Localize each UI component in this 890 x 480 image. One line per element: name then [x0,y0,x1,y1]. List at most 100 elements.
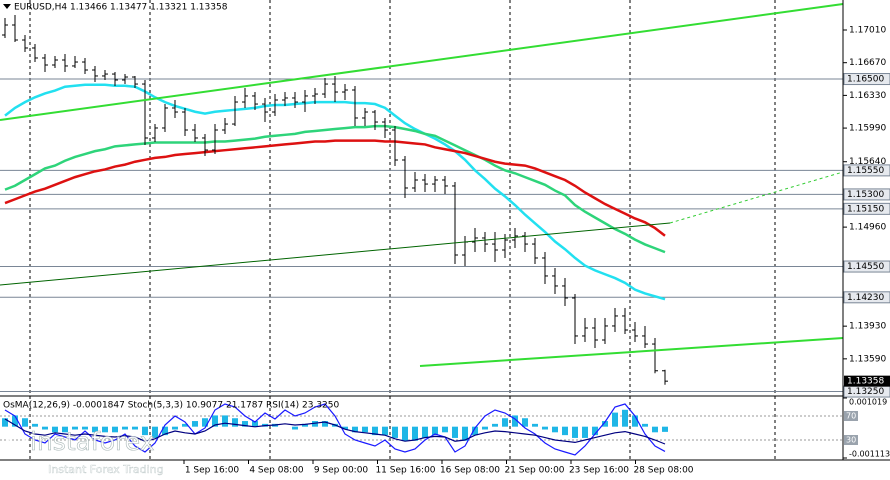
y-tick-label: 1.15640 [849,157,886,167]
level-label: 1.14550 [847,262,884,272]
osma-bar [412,426,418,441]
osma-bar [242,421,248,427]
y2-tick-label: 70 [846,412,856,421]
osma-bar [402,426,408,441]
osma-bar [102,426,108,433]
trend-line [669,171,844,224]
y-tick-label: 1.16670 [849,58,886,68]
osma-bar [152,426,158,438]
y-tick-label: 1.17010 [849,26,886,36]
osma-bar [322,421,328,427]
level-label-box [843,291,890,304]
osma-bar [422,426,428,438]
osma-bar [482,426,488,430]
x-tick-label: 28 Sep 08:00 [633,466,693,476]
level-label-box [843,202,890,215]
level-label: 1.16500 [847,75,884,85]
y-tick-label: 1.15990 [849,124,886,134]
osma-bar [142,426,148,436]
level-label-box [844,411,858,421]
trend-line [0,3,844,121]
watermark-brand: instaforex [30,427,155,456]
osma-bar [442,426,448,433]
trend-line [0,222,671,286]
level-label-box [843,73,890,86]
osma-bar [52,426,58,433]
x-tick-label: 21 Sep 00:00 [504,466,564,476]
osma-bar [162,426,168,436]
osma-bar [232,418,238,427]
osma-bar [492,423,498,427]
osma-bar [192,421,198,427]
level-label-box [843,164,890,177]
osma-bar [222,415,228,427]
oscillator-line [4,403,666,456]
level-label: 1.15550 [847,166,884,176]
x-tick-label: 1 Sep 16:00 [185,466,240,476]
osma-bar [382,426,388,436]
osma-bar [22,418,28,427]
osma-bar [292,426,298,430]
y2-tick-label: 30 [846,436,856,445]
osma-bar [72,426,78,430]
y-tick-label: -0.001113 [849,450,890,459]
osma-bar [302,423,308,427]
indicator-title: OsMA(12,26,9) -0.0001847 Stoch(5,3,3) 10… [3,401,339,411]
x-tick-label: 23 Sep 16:00 [569,466,629,476]
levels [0,78,843,393]
osma-bar [252,421,258,427]
osma-bar [122,426,128,430]
osma-bar [362,426,368,433]
price-plot [2,15,668,385]
osma-bar [642,423,648,427]
watermark-logo [5,433,27,455]
osma-bar [432,426,438,436]
osma-bar [632,415,638,427]
last-price-box [844,375,890,387]
osma-bar [602,421,608,427]
moving-average [4,139,666,237]
osma-bar [132,426,138,430]
osma-bar [392,426,398,438]
trend-lines [0,3,844,367]
last-price-label: 1.13358 [847,377,884,387]
osma-bar [502,418,508,427]
x-tick-label: 16 Sep 08:00 [440,466,500,476]
level-label: 1.13250 [847,387,884,397]
osma-bar [452,426,458,438]
osma-bar [352,426,358,433]
y-tick-label: 1.13590 [849,354,886,364]
osma-bar [562,426,568,436]
osma-bar [82,426,88,430]
y-tick-label: 0.001019 [849,398,887,407]
osma-bar [12,415,18,427]
osma-bar [472,426,478,436]
osma-bar [342,426,348,430]
osma-bar [62,426,68,433]
osma-bar [582,426,588,438]
level-label-box [844,435,858,445]
axes: 1.17010 1.16670 1.16330 1.15990 1.15640 1.149… [183,26,890,476]
watermark: instaforex Instant Forex Trading [5,427,164,476]
osma-bar [112,426,118,433]
x-tick-label: 4 Sep 08:00 [249,466,304,476]
indicator-plot [0,403,843,456]
chart-title: EURUSD,H4 1.13466 1.13477 1.13321 1.1335… [14,3,228,13]
level-label: 1.15150 [847,204,884,214]
osma-bar [512,415,518,427]
moving-average [4,124,666,254]
trend-line [419,337,844,367]
osma-bar [312,421,318,427]
level-label: 1.14230 [847,293,884,303]
osma-bar [2,418,8,427]
watermark-tagline: Instant Forex Trading [48,463,164,476]
osma-bar [622,409,628,427]
title-arrow [3,4,11,9]
time-grid [29,0,776,460]
osma-bar [662,426,668,432]
y-tick-label: 1.13930 [849,322,886,332]
osma-bar [592,426,598,436]
osma-bar [462,426,468,441]
osma-bar [652,426,658,433]
